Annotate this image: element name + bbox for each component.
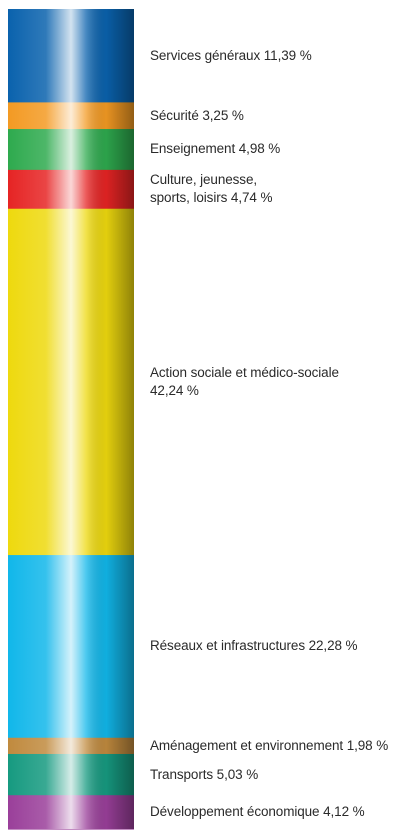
bar-highlight (8, 9, 134, 829)
segment-label: Culture, jeunesse, sports, loisirs 4,74 … (150, 172, 273, 206)
segment-label: Développement économique 4,12 % (150, 804, 365, 820)
segment-label: Aménagement et environnement 1,98 % (150, 737, 389, 753)
segment-label: Services généraux 11,39 % (150, 47, 312, 63)
segment-label: Sécurité 3,25 % (150, 107, 244, 123)
segment-label: Transports 5,03 % (150, 766, 259, 782)
segment-label: Enseignement 4,98 % (150, 141, 281, 157)
segment-label: Action sociale et médico-sociale 42,24 % (150, 364, 339, 398)
segment-label: Réseaux et infrastructures 22,28 % (150, 638, 358, 654)
